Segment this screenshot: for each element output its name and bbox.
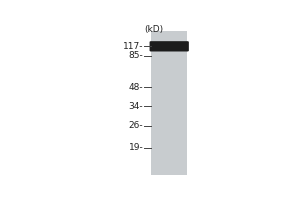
Bar	[151, 31, 187, 175]
Text: 34-: 34-	[129, 102, 143, 111]
Text: 19-: 19-	[128, 143, 143, 152]
Text: 85-: 85-	[128, 51, 143, 60]
Text: (kD): (kD)	[144, 25, 163, 34]
Text: 26-: 26-	[129, 121, 143, 130]
FancyBboxPatch shape	[150, 41, 189, 51]
Text: 117-: 117-	[123, 42, 143, 51]
Text: 48-: 48-	[129, 83, 143, 92]
